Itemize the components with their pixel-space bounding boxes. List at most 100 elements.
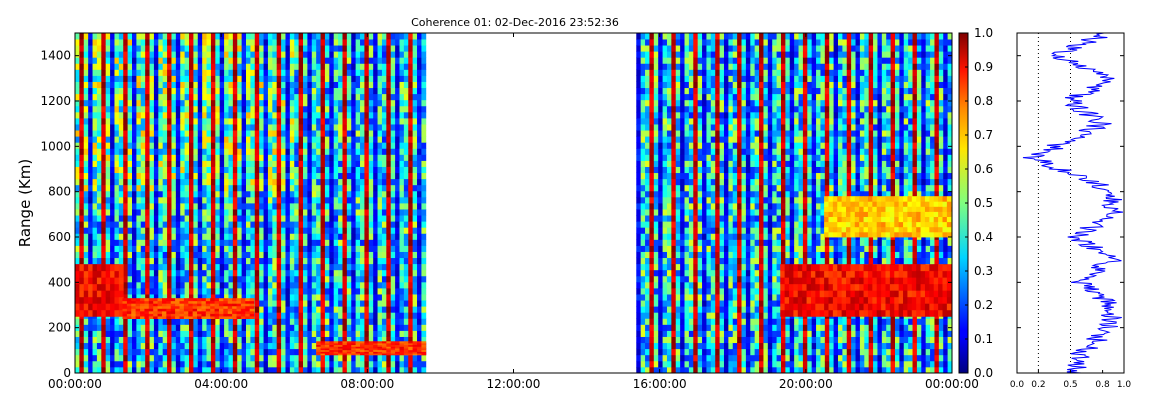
heatmap-cell: [83, 69, 89, 76]
heatmap-cell: [368, 69, 374, 76]
heatmap-cell: [417, 233, 422, 240]
heatmap-cell: [324, 118, 330, 125]
heatmap-cell: [338, 63, 343, 70]
heatmap-cell: [171, 99, 177, 107]
heatmap-cell: [246, 269, 251, 277]
heatmap-cell: [364, 239, 370, 246]
heatmap-cell: [276, 105, 282, 113]
heatmap-cell: [228, 269, 234, 277]
heatmap-cell: [88, 178, 93, 186]
heatmap-cell: [403, 294, 409, 301]
heatmap-cell: [118, 251, 124, 259]
heatmap-cell: [75, 33, 80, 40]
heatmap-cell: [127, 190, 133, 198]
heatmap-cell: [294, 45, 300, 52]
heatmap-cell: [417, 281, 422, 289]
heatmap-cell: [158, 45, 164, 52]
heatmap-cell: [92, 166, 98, 174]
heatmap-cell: [298, 221, 304, 228]
heatmap-cell: [346, 105, 352, 113]
heatmap-cell: [132, 251, 137, 259]
heatmap-cell: [316, 154, 321, 161]
heatmap-cell: [399, 196, 405, 204]
heatmap-cell: [180, 233, 186, 240]
heatmap-cell: [175, 111, 181, 119]
heatmap-cell: [351, 184, 357, 192]
heatmap-cell: [285, 233, 291, 240]
heatmap-cell: [105, 366, 111, 373]
heatmap-cell: [259, 342, 264, 350]
heatmap-cell: [210, 69, 216, 76]
heatmap-cell: [263, 203, 269, 210]
heatmap-cell: [92, 81, 98, 89]
heatmap-cell: [263, 57, 269, 64]
heatmap-cell: [162, 51, 168, 58]
heatmap-cell: [333, 251, 339, 259]
heatmap-cell: [377, 366, 383, 373]
heatmap-cell: [92, 130, 98, 137]
heatmap-cell: [206, 148, 212, 155]
heatmap-cell: [140, 336, 146, 344]
heatmap-cell: [232, 245, 238, 252]
heatmap-cell: [390, 336, 396, 344]
heatmap-cell: [267, 239, 273, 246]
heatmap-cell: [311, 63, 317, 70]
heatmap-cell: [338, 154, 343, 161]
heatmap-cell: [75, 215, 80, 222]
heatmap-cell: [373, 118, 378, 125]
heatmap-cell: [360, 33, 365, 40]
heatmap-cell: [75, 257, 80, 265]
heatmap-cell: [640, 142, 646, 149]
heatmap-cell: [184, 105, 190, 113]
heatmap-cell: [105, 51, 111, 58]
heatmap-cell: [127, 269, 133, 277]
heatmap-cell: [96, 160, 102, 167]
heatmap-cell: [254, 172, 260, 180]
heatmap-cell: [105, 130, 111, 137]
heatmap-cell: [241, 142, 247, 149]
heatmap-cell: [338, 136, 343, 143]
heatmap-cell: [167, 233, 172, 240]
heatmap-cell: [215, 105, 221, 113]
heatmap-cell: [92, 93, 98, 101]
heatmap-cell: [175, 69, 181, 76]
heatmap-cell: [224, 330, 229, 337]
heatmap-cell: [285, 166, 291, 174]
heatmap-cell: [184, 136, 190, 143]
heatmap-cell: [145, 257, 150, 265]
heatmap-cell: [228, 51, 234, 58]
heatmap-cell: [83, 105, 89, 113]
heatmap-cell: [390, 263, 396, 271]
heatmap-cell: [320, 75, 326, 82]
heatmap-cell: [298, 105, 304, 113]
heatmap-cell: [259, 190, 264, 198]
heatmap-cell: [175, 118, 181, 125]
heatmap-cell: [254, 263, 260, 271]
heatmap-cell: [412, 57, 418, 64]
heatmap-cell: [351, 288, 357, 295]
heatmap-cell: [88, 130, 93, 137]
heatmap-cell: [101, 63, 107, 70]
heatmap-cell: [662, 275, 668, 283]
heatmap-cell: [355, 251, 361, 259]
heatmap-cell: [289, 215, 295, 222]
heatmap-cell: [381, 281, 387, 289]
heatmap-cell: [645, 221, 650, 228]
heatmap-cell: [132, 166, 137, 174]
heatmap-cell: [79, 330, 85, 337]
heatmap-cell: [399, 39, 405, 46]
heatmap-cell: [303, 306, 308, 313]
heatmap-cell: [421, 166, 427, 174]
heatmap-cell: [132, 51, 137, 58]
heatmap-cell: [96, 154, 102, 161]
heatmap-cell: [316, 360, 321, 368]
heatmap-cell: [368, 312, 374, 319]
heatmap-cell: [289, 342, 295, 350]
heatmap-cell: [408, 227, 414, 234]
heatmap-cell: [338, 245, 343, 252]
heatmap-cell: [645, 330, 650, 337]
heatmap-cell: [215, 118, 221, 125]
heatmap-cell: [653, 288, 659, 295]
heatmap-cell: [224, 263, 229, 271]
heatmap-cell: [193, 233, 199, 240]
